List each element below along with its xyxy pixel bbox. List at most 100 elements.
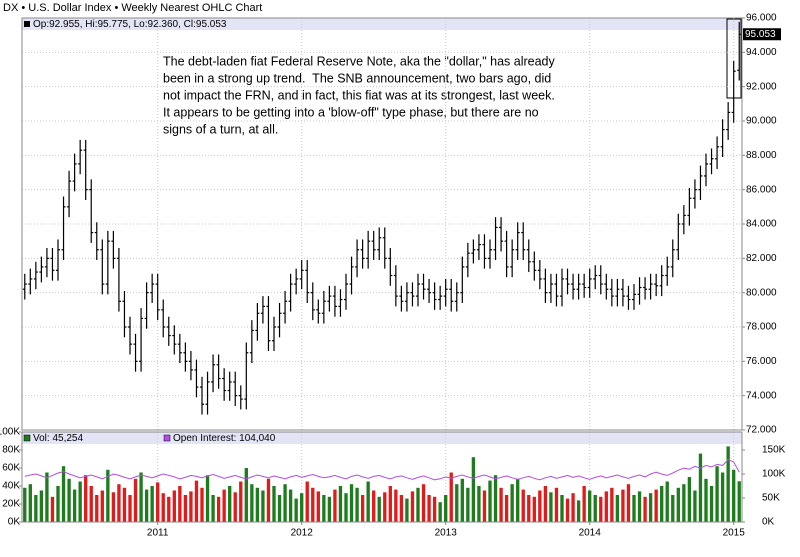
volume-bar <box>28 484 32 522</box>
volume-bar <box>477 486 481 522</box>
volume-bar <box>726 446 730 522</box>
annotation-line: It appears to be getting into a 'blow-of… <box>163 105 539 119</box>
oi-y-tick-label: 0K <box>762 517 775 528</box>
volume-bar <box>338 486 343 522</box>
volume-bar <box>704 478 708 522</box>
volume-bar <box>582 486 586 522</box>
volume-bar <box>444 495 448 522</box>
volume-bar <box>360 495 365 522</box>
y-tick-label: 74.000 <box>746 390 777 401</box>
x-tick-label: 2015 <box>723 528 746 539</box>
volume-bar <box>144 489 149 522</box>
volume-bar <box>698 453 703 522</box>
volume-bar <box>294 498 298 522</box>
y-tick-label: 90.000 <box>746 116 777 127</box>
volume-bar <box>621 489 625 522</box>
y-tick-label: 76.000 <box>746 356 777 367</box>
volume-bar <box>421 484 426 522</box>
price-legend-swatch <box>24 21 30 27</box>
volume-bar <box>39 490 44 522</box>
volume-bar <box>565 498 570 522</box>
volume-bar <box>732 469 736 522</box>
vol-y-tick-label: 40K <box>2 481 20 492</box>
oi-y-tick-label: 100K <box>762 469 786 480</box>
volume-bar <box>344 493 348 522</box>
volume-bar <box>122 487 127 522</box>
x-tick-label: 2014 <box>579 528 602 539</box>
volume-bar <box>482 490 487 522</box>
volume-bar <box>626 484 631 522</box>
volume-bar <box>61 466 66 522</box>
volume-bar <box>455 484 459 522</box>
volume-bar <box>277 495 282 522</box>
oi-line <box>24 459 740 481</box>
volume-bar <box>272 486 276 522</box>
volume-bar <box>117 484 121 522</box>
volume-bar <box>288 489 293 522</box>
volume-bar <box>72 489 77 522</box>
price-header-band <box>22 18 742 30</box>
legend-label: Vol: 45,254 <box>33 433 83 444</box>
annotation: The debt-laden fiat Federal Reserve Note… <box>163 54 555 136</box>
volume-bar <box>377 496 381 522</box>
volume-bar <box>593 495 597 522</box>
volume-bar <box>100 490 104 522</box>
price-header: Op:92.955, Hi:95.775, Lo:92.360, Cl:95.0… <box>33 19 227 30</box>
volume-bar <box>228 486 232 522</box>
volume-bar <box>466 487 470 522</box>
annotation-line: The debt-laden fiat Federal Reserve Note… <box>163 54 555 68</box>
volume-bar <box>471 457 476 522</box>
volume-bar <box>255 487 260 522</box>
volume-bar <box>95 495 99 522</box>
volume-bar <box>50 496 55 522</box>
oi-y-tick-label: 150K <box>762 445 786 456</box>
volume-bar <box>410 491 415 522</box>
volume-bar <box>216 496 221 522</box>
volume-bar <box>521 489 525 522</box>
x-tick-label: 2012 <box>291 528 314 539</box>
last-price-box <box>743 28 781 41</box>
volume-bar <box>322 495 326 522</box>
volume-frame <box>21 431 743 523</box>
volume-bar <box>599 496 603 522</box>
volume-bar <box>283 484 287 522</box>
volume-bar <box>355 487 359 522</box>
y-tick-label: 84.000 <box>746 219 777 230</box>
volume-bar <box>67 478 71 522</box>
volume-bar <box>532 496 536 522</box>
y-tick-label: 94.000 <box>746 47 777 58</box>
volume-bar <box>715 466 719 522</box>
volume-bar <box>560 495 564 522</box>
volume-bar <box>167 496 171 522</box>
y-tick-label: 88.000 <box>746 150 777 161</box>
volume-bar <box>632 495 636 522</box>
y-tick-label: 96.000 <box>746 13 777 24</box>
volume-bar <box>554 487 559 522</box>
volume-bar <box>432 496 437 522</box>
volume-bar <box>516 478 520 522</box>
volume-bar <box>615 495 620 522</box>
volume-bar <box>311 487 315 522</box>
volume-bar <box>349 484 354 522</box>
volume-bar <box>394 489 398 522</box>
legend-swatch <box>23 434 31 442</box>
volume-bar <box>438 502 442 522</box>
y-tick-label: 92.000 <box>746 81 777 92</box>
volume-bar <box>504 495 509 522</box>
volume-bar <box>499 487 503 522</box>
volume-bar <box>261 490 265 522</box>
volume-bar <box>571 493 575 522</box>
volume-bar <box>527 495 531 522</box>
volume-bar <box>222 489 226 522</box>
volume-bar <box>372 490 376 522</box>
annotation-line: signs of a turn, at all. <box>163 122 278 136</box>
volume-bar <box>266 478 271 522</box>
volume-bar <box>333 489 337 522</box>
volume-bar <box>510 484 514 522</box>
volume-bar <box>637 491 642 522</box>
volume-bar <box>239 481 243 522</box>
volume-bar <box>211 495 215 522</box>
volume-bar <box>604 491 608 522</box>
volume-bar <box>610 487 614 522</box>
y-tick-label: 82.000 <box>746 253 777 264</box>
